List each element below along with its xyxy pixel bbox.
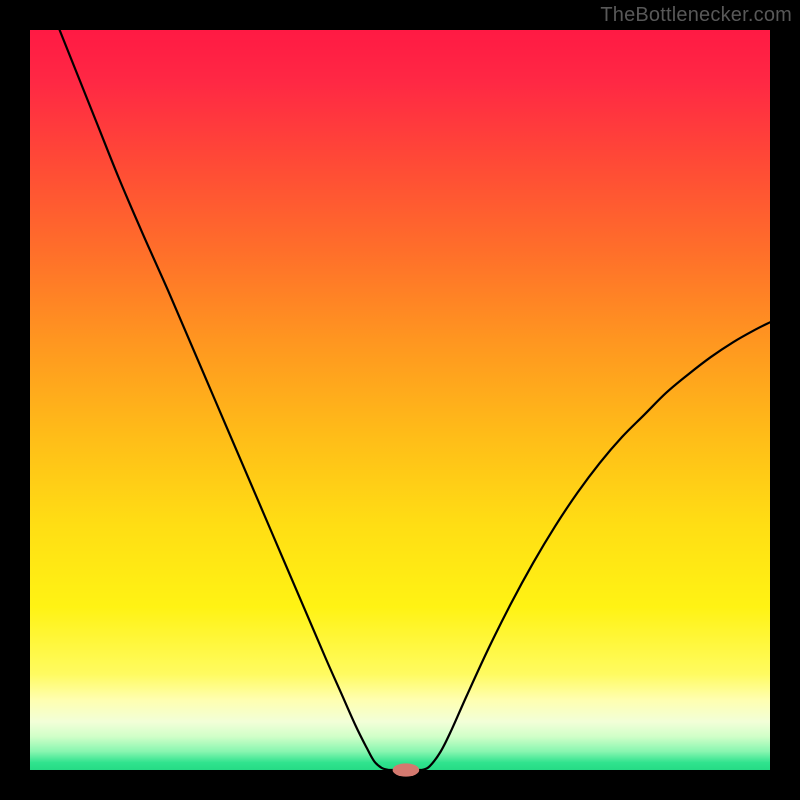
minimum-marker	[393, 763, 420, 776]
bottleneck-chart: TheBottlenecker.com	[0, 0, 800, 800]
chart-svg	[0, 0, 800, 800]
watermark-text: TheBottlenecker.com	[600, 4, 792, 27]
